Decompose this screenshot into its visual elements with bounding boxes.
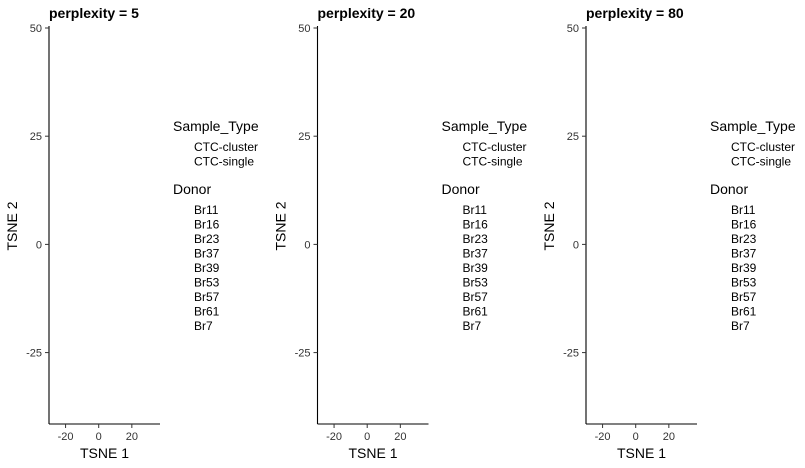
y-tick-label: 50 [567,23,579,35]
y-tick-label: 25 [567,131,579,143]
x-tick-label: -20 [326,431,342,443]
legend-label: Br16 [731,218,757,232]
panel-title: perplexity = 80 [586,5,684,21]
legend-title: Donor [710,181,748,197]
y-tick-label: 0 [304,239,310,251]
legend-label: Br37 [463,247,489,261]
legend-label: Br11 [731,203,756,217]
legend-label: CTC-cluster [731,140,795,154]
y-axis-title: TSNE 2 [4,201,20,250]
x-axis-title: TSNE 1 [348,445,397,461]
legend-title: Sample_Type [710,118,796,134]
x-tick-label: 0 [364,431,370,443]
legend-label: Br11 [463,203,488,217]
legend-label: Br23 [731,232,757,246]
y-tick-label: 50 [30,23,42,35]
legend-label: Br53 [463,276,489,290]
legend-label: Br57 [731,290,757,304]
legend-label: Br16 [194,218,220,232]
legend-label: CTC-single [194,155,254,169]
x-tick-label: 0 [96,431,102,443]
legend-label: CTC-single [731,155,791,169]
x-tick-label: 20 [126,431,138,443]
y-tick-label: 25 [298,131,310,143]
legend-label: Br39 [463,261,489,275]
legend-label: Br53 [194,276,220,290]
legend-label: Br53 [731,276,757,290]
tsne-panel-2: perplexity = 20 50 25 0 -25 -20 0 20 TSNE 1 TSNE … [273,5,528,461]
legend-label: Br61 [194,305,220,319]
legend-label: Br57 [463,290,489,304]
legend-label: Br37 [194,247,220,261]
legend-label: CTC-single [463,155,523,169]
legend-title: Donor [442,181,480,197]
y-tick-label: 25 [30,131,42,143]
legend-label: Br23 [463,232,489,246]
y-tick-label: 0 [36,239,42,251]
legend-label: CTC-cluster [194,140,258,154]
legend-title: Sample_Type [173,118,259,134]
tsne-panel-1: perplexity = 5 50 25 0 -25 -20 0 20 TSNE 1 TSNE 2… [4,5,259,461]
legend-label: Br7 [194,319,213,333]
legend-title: Donor [173,181,211,197]
legend-title: Sample_Type [442,118,528,134]
legend-label: Br61 [463,305,489,319]
y-tick-label: -25 [26,348,42,360]
x-tick-label: 20 [663,431,675,443]
x-axis-title: TSNE 1 [617,445,666,461]
legend-label: Br61 [731,305,757,319]
legend-label: Br16 [463,218,489,232]
legend-label: Br7 [731,319,750,333]
y-axis-title: TSNE 2 [541,201,557,250]
x-tick-label: 20 [394,431,406,443]
x-tick-label: -20 [595,431,611,443]
legend-label: Br39 [731,261,757,275]
x-axis-title: TSNE 1 [80,445,129,461]
x-tick-label: 0 [633,431,639,443]
y-tick-label: -25 [563,348,579,360]
y-axis-title: TSNE 2 [273,201,289,250]
y-tick-label: -25 [295,348,311,360]
tsne-panel-3: perplexity = 80 50 25 0 -25 -20 0 20 TSNE 1 TSNE … [541,5,796,461]
x-tick-label: -20 [58,431,74,443]
legend-label: Br39 [194,261,220,275]
y-tick-label: 50 [298,23,310,35]
legend-label: Br7 [463,319,482,333]
legend-label: Br37 [731,247,757,261]
legend-label: Br57 [194,290,220,304]
legend-label: Br23 [194,232,220,246]
legend-label: CTC-cluster [463,140,527,154]
panel-title: perplexity = 20 [318,5,416,21]
panel-title: perplexity = 5 [49,5,139,21]
legend-label: Br11 [194,203,219,217]
y-tick-label: 0 [573,239,579,251]
